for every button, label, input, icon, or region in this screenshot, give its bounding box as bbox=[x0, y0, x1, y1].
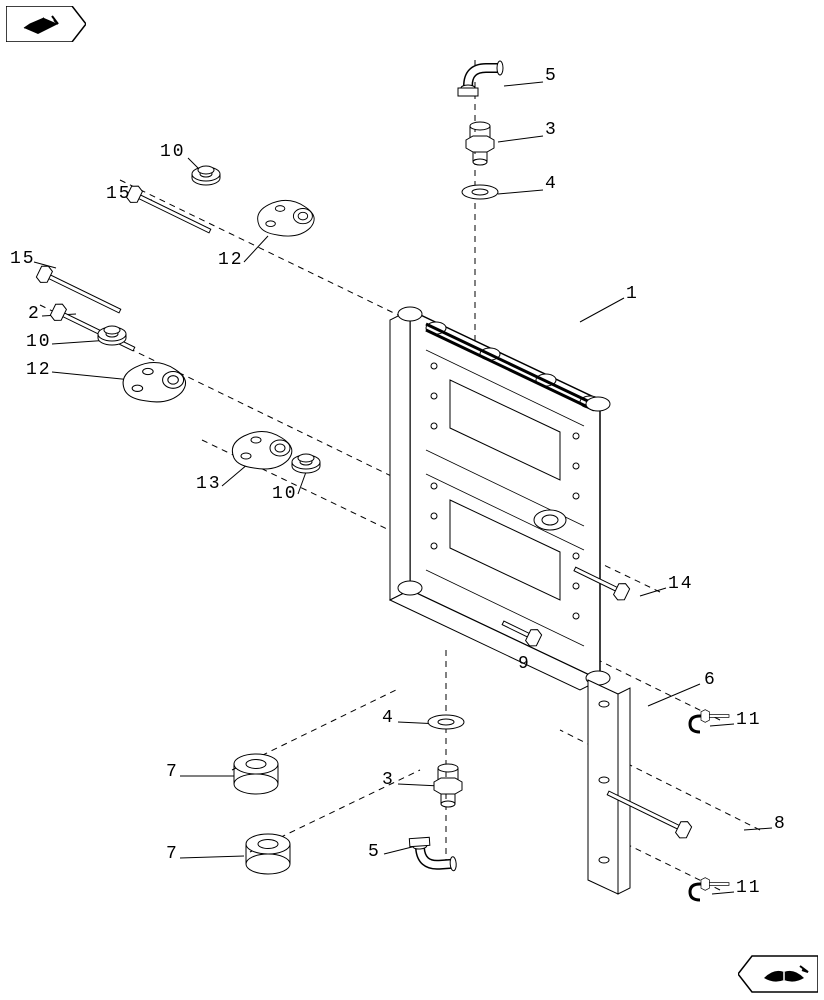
callout-label: 15 bbox=[10, 249, 36, 269]
callout-label: 7 bbox=[166, 844, 179, 864]
ecm-mounting-plate bbox=[390, 307, 610, 690]
straight-adapter-fitting bbox=[466, 122, 494, 165]
callout-label: 14 bbox=[668, 574, 694, 594]
clip-and-screw bbox=[690, 710, 729, 732]
seal-washer bbox=[462, 185, 498, 199]
elbow-fitting-90deg bbox=[458, 61, 503, 96]
callout-label: 5 bbox=[545, 66, 558, 86]
callout-label: 4 bbox=[545, 174, 558, 194]
callout-label: 6 bbox=[704, 670, 717, 690]
callout-label: 8 bbox=[774, 814, 787, 834]
callout-label: 10 bbox=[160, 142, 186, 162]
callout-label: 12 bbox=[218, 250, 244, 270]
callout-label: 1 bbox=[626, 284, 639, 304]
callout-label: 5 bbox=[368, 842, 381, 862]
seal-washer bbox=[428, 715, 464, 729]
exploded-view-drawing bbox=[0, 0, 824, 1000]
callout-label: 3 bbox=[545, 120, 558, 140]
elbow-fitting-90deg bbox=[409, 836, 456, 874]
callout-label: 10 bbox=[26, 332, 52, 352]
harness-bracket bbox=[588, 680, 630, 894]
vibration-damper bbox=[98, 326, 126, 345]
hex-bolt bbox=[35, 264, 124, 320]
callout-label: 2 bbox=[28, 304, 41, 324]
mounting-bracket bbox=[123, 363, 185, 402]
callout-label: 9 bbox=[518, 654, 531, 674]
clip-and-screw bbox=[690, 878, 729, 900]
callout-label: 11 bbox=[736, 878, 762, 898]
mounting-bracket bbox=[258, 200, 315, 236]
lower-mounting-bracket bbox=[232, 431, 291, 469]
callout-label: 15 bbox=[106, 184, 132, 204]
vibration-damper bbox=[192, 166, 220, 185]
isolator-grommet bbox=[234, 754, 278, 794]
callout-label: 13 bbox=[196, 474, 222, 494]
open-book-arrow-icon bbox=[738, 954, 818, 990]
flange-bolt bbox=[49, 302, 138, 358]
callout-label: 3 bbox=[382, 770, 395, 790]
hex-bolt bbox=[125, 184, 214, 240]
callout-label: 12 bbox=[26, 360, 52, 380]
callout-label: 10 bbox=[272, 484, 298, 504]
straight-adapter-fitting bbox=[434, 764, 462, 807]
callout-label: 7 bbox=[166, 762, 179, 782]
vibration-damper bbox=[292, 454, 320, 473]
parts-diagram-page: 5 3 4 10 15 12 15 2 10 12 1 13 10 14 9 6… bbox=[0, 0, 824, 1000]
isolator-grommet bbox=[246, 834, 290, 874]
callout-label: 4 bbox=[382, 708, 395, 728]
callout-label: 11 bbox=[736, 710, 762, 730]
